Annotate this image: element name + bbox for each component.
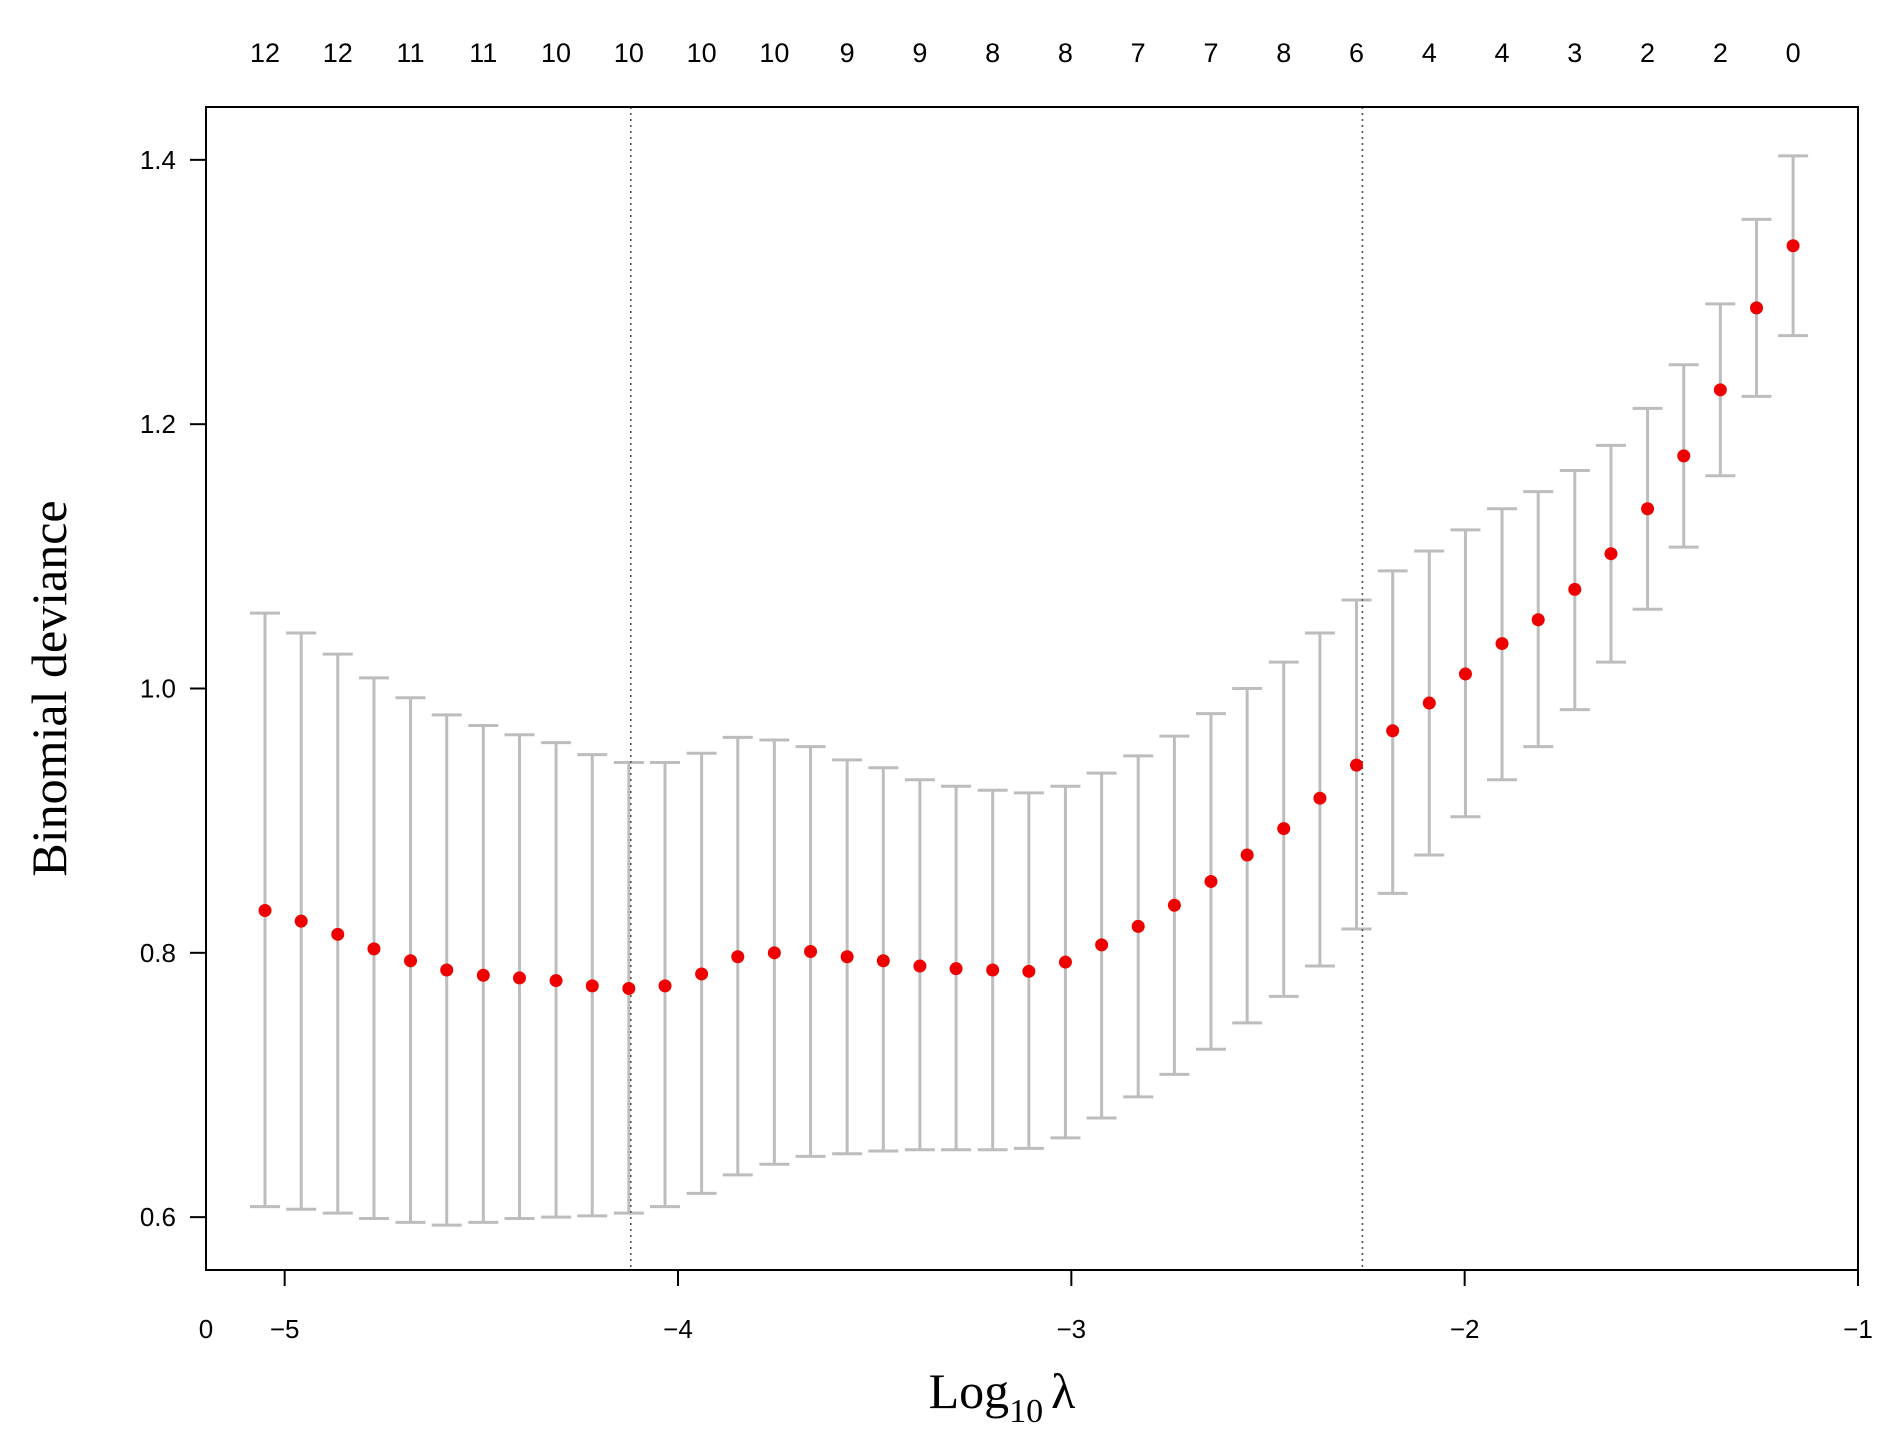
data-point bbox=[1641, 502, 1655, 516]
x-axis-title-base: Log bbox=[929, 1363, 1010, 1419]
data-point bbox=[1313, 791, 1327, 805]
top-axis-label: 10 bbox=[541, 38, 571, 68]
data-point bbox=[331, 927, 345, 941]
top-axis-label: 2 bbox=[1713, 38, 1728, 68]
y-tick-label: 1.4 bbox=[140, 145, 176, 175]
top-axis-label: 10 bbox=[614, 38, 644, 68]
data-point bbox=[658, 979, 672, 993]
data-point bbox=[512, 971, 526, 985]
data-point bbox=[1604, 547, 1618, 561]
top-axis-label: 3 bbox=[1567, 38, 1582, 68]
data-point bbox=[1058, 955, 1072, 969]
data-point bbox=[404, 954, 418, 968]
errorbars-layer bbox=[250, 154, 1809, 1227]
y-tick-label: 0.8 bbox=[140, 938, 176, 968]
top-axis-df-labels: 12 12 11 11 10 10 10 10 9 9 8 8 7 7 8 6 4 4 3 2 2 0 bbox=[250, 38, 1801, 68]
data-point bbox=[294, 914, 308, 928]
x-tick-label: −3 bbox=[1057, 1314, 1087, 1344]
y-tick-label: 0.6 bbox=[140, 1202, 176, 1232]
data-point bbox=[1277, 822, 1291, 836]
data-point bbox=[1713, 383, 1727, 397]
data-point bbox=[1750, 301, 1764, 315]
top-axis-label: 11 bbox=[469, 38, 497, 68]
plot-frame bbox=[205, 106, 1859, 1271]
x-tick-label: −2 bbox=[1450, 1314, 1480, 1344]
top-axis-label: 10 bbox=[759, 38, 789, 68]
data-point bbox=[767, 946, 781, 960]
data-point bbox=[476, 968, 490, 982]
y-axis-title: Binomial deviance bbox=[21, 500, 77, 876]
x-tick-label: −5 bbox=[270, 1314, 300, 1344]
data-point bbox=[804, 944, 818, 958]
x-axis: −5 −4 −3 −2 −1 bbox=[270, 1270, 1873, 1344]
data-point bbox=[1095, 938, 1109, 952]
top-axis-label: 12 bbox=[250, 38, 280, 68]
data-point bbox=[585, 979, 599, 993]
data-point bbox=[1131, 919, 1145, 933]
top-axis-label: 9 bbox=[912, 38, 927, 68]
data-point bbox=[1568, 582, 1582, 596]
data-point bbox=[986, 963, 1000, 977]
top-axis-label: 8 bbox=[1058, 38, 1073, 68]
top-axis-label: 7 bbox=[1131, 38, 1146, 68]
x-origin-label: 0 bbox=[199, 1314, 213, 1344]
data-point bbox=[1204, 874, 1218, 888]
data-point bbox=[1022, 964, 1036, 978]
top-axis-label: 4 bbox=[1495, 38, 1510, 68]
top-axis-label: 11 bbox=[397, 38, 425, 68]
x-axis-title: Log10 λ bbox=[929, 1363, 1076, 1430]
data-point bbox=[440, 963, 454, 977]
points-layer bbox=[258, 239, 1800, 996]
data-point bbox=[1495, 637, 1509, 651]
top-axis-label: 9 bbox=[840, 38, 855, 68]
y-tick-label: 1.2 bbox=[140, 409, 176, 439]
reference-lines-layer bbox=[629, 107, 1364, 1270]
data-point bbox=[1677, 449, 1691, 463]
x-tick-label: −4 bbox=[663, 1314, 693, 1344]
top-axis-label: 2 bbox=[1640, 38, 1655, 68]
data-point bbox=[1240, 848, 1254, 862]
data-point bbox=[876, 954, 890, 968]
data-point bbox=[1386, 724, 1400, 738]
data-point bbox=[1167, 898, 1181, 912]
y-axis: 0.6 0.8 1.0 1.2 1.4 bbox=[140, 145, 206, 1232]
data-point bbox=[913, 959, 927, 973]
x-axis-title-subscript: 10 bbox=[1009, 1393, 1043, 1430]
x-axis-title-symbol: λ bbox=[1051, 1363, 1075, 1419]
top-axis-label: 0 bbox=[1786, 38, 1801, 68]
data-point bbox=[1350, 758, 1363, 772]
data-point bbox=[1531, 613, 1545, 627]
top-axis-label: 4 bbox=[1422, 38, 1437, 68]
top-axis-label: 12 bbox=[323, 38, 353, 68]
top-axis-label: 8 bbox=[1276, 38, 1291, 68]
y-tick-label: 1.0 bbox=[140, 674, 176, 704]
top-axis-label: 7 bbox=[1203, 38, 1218, 68]
top-axis-label: 8 bbox=[985, 38, 1000, 68]
data-point bbox=[695, 967, 709, 981]
data-point bbox=[949, 962, 963, 976]
data-point bbox=[549, 974, 563, 988]
x-tick-label: −1 bbox=[1843, 1314, 1873, 1344]
top-axis-label: 10 bbox=[687, 38, 717, 68]
data-point bbox=[622, 982, 636, 996]
data-point bbox=[1786, 239, 1800, 253]
data-point bbox=[367, 942, 381, 956]
data-point bbox=[1458, 667, 1472, 681]
data-point bbox=[258, 904, 272, 918]
data-point bbox=[1422, 696, 1436, 710]
data-point bbox=[840, 950, 854, 964]
data-point bbox=[731, 950, 745, 964]
top-axis-label: 6 bbox=[1349, 38, 1364, 68]
